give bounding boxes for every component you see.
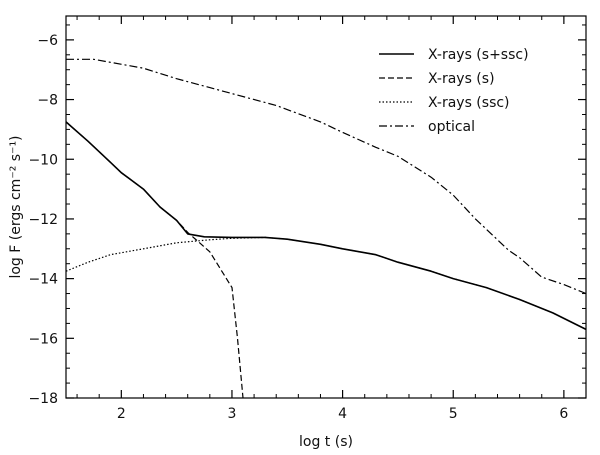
y-tick-labels: −18 −16 −14 −12 −10 −8 −6 bbox=[28, 33, 58, 407]
series-line-dashdot bbox=[66, 58, 587, 295]
y-tick-label: −14 bbox=[28, 272, 58, 288]
legend-label: X-rays (ssc) bbox=[428, 95, 510, 111]
y-tick-label: −10 bbox=[28, 152, 58, 168]
y-tick-label: −18 bbox=[28, 391, 58, 407]
plot-frame-group bbox=[65, 15, 587, 399]
plot-frame bbox=[65, 15, 587, 399]
x-tick-label: 6 bbox=[559, 406, 568, 422]
series-line-dotted bbox=[65, 236, 587, 330]
legend-label: X-rays (s) bbox=[428, 71, 495, 87]
x-tick-label: 3 bbox=[227, 406, 236, 422]
x-tick-label: 2 bbox=[117, 406, 126, 422]
major-ticks bbox=[66, 16, 586, 399]
y-tick-label: −6 bbox=[37, 33, 58, 49]
legend: X-rays (s+ssc) X-rays (s) X-rays (ssc) opti… bbox=[379, 47, 529, 135]
y-tick-label: −12 bbox=[28, 212, 58, 228]
x-tick-labels: 2 3 4 5 6 bbox=[117, 406, 569, 422]
x-axis-title: log t (s) bbox=[299, 434, 353, 450]
series-line-solid bbox=[65, 121, 587, 331]
y-tick-label: −8 bbox=[37, 93, 58, 109]
series-lines bbox=[65, 58, 587, 399]
x-tick-label: 5 bbox=[449, 406, 458, 422]
legend-label: optical bbox=[428, 119, 475, 135]
y-tick-label: −16 bbox=[28, 331, 58, 347]
y-axis-title: log F (ergs cm⁻² s⁻¹) bbox=[8, 135, 24, 278]
minor-ticks bbox=[66, 16, 587, 398]
series-line-dashed bbox=[65, 121, 244, 399]
x-tick-label: 4 bbox=[338, 406, 347, 422]
legend-label: X-rays (s+ssc) bbox=[428, 47, 529, 63]
